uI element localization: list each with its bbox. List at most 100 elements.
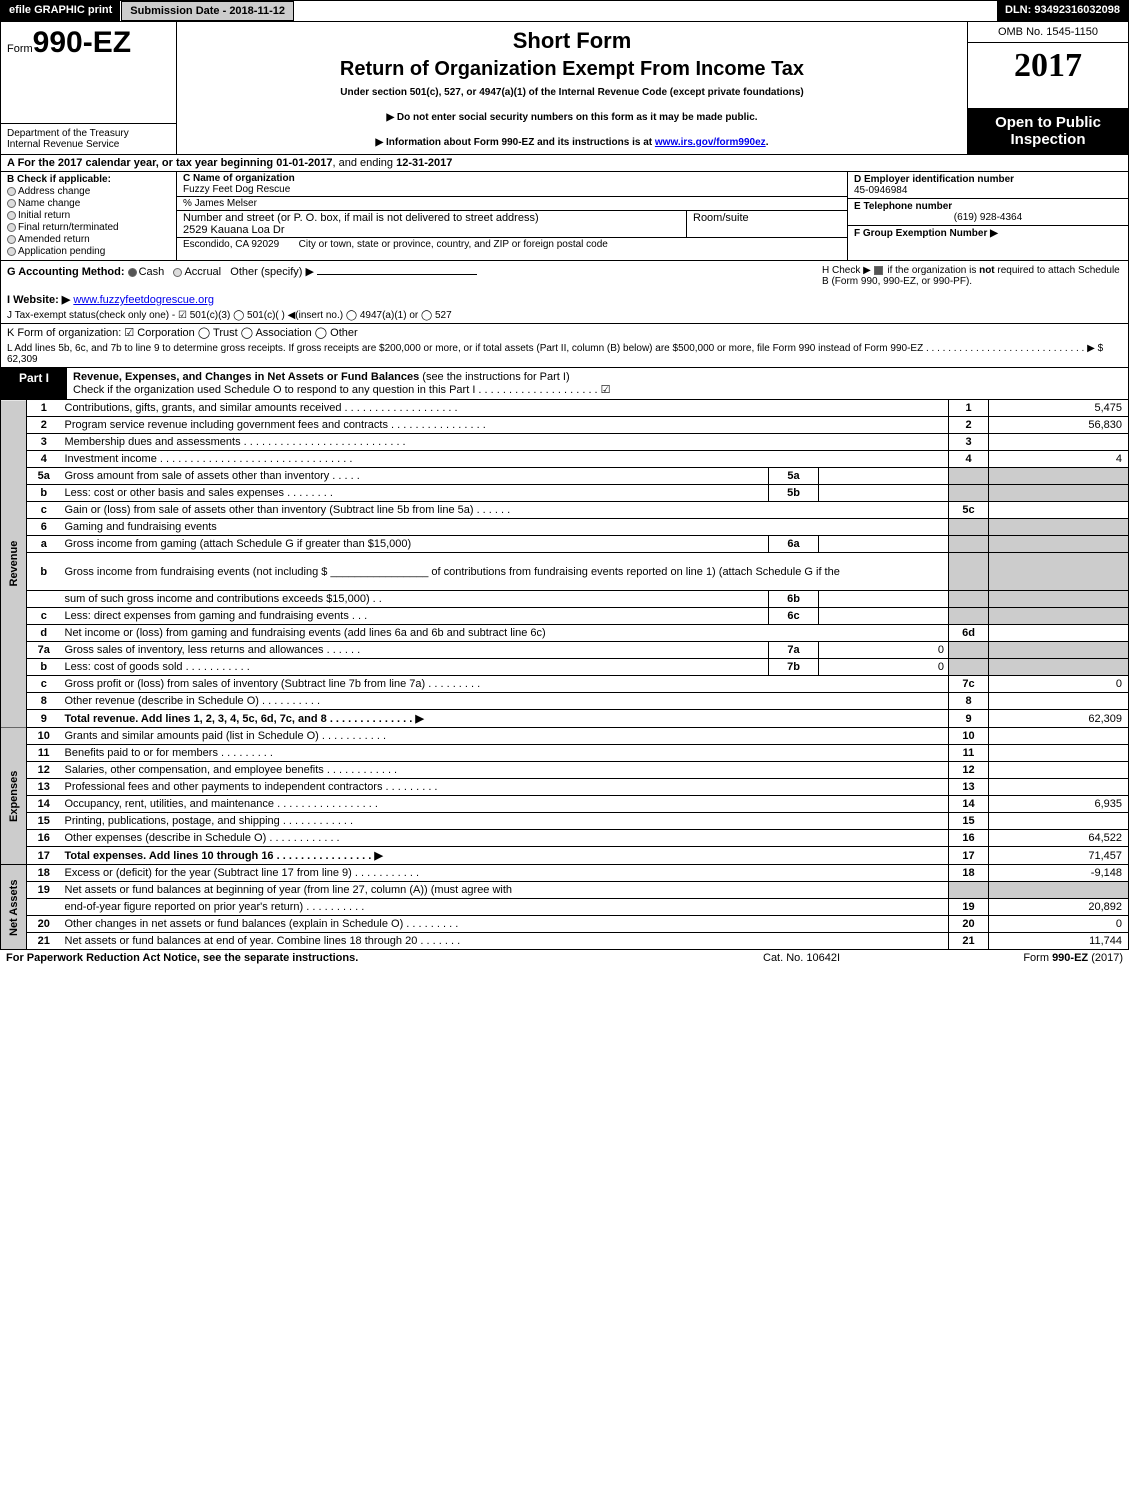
table-row: Revenue1Contributions, gifts, grants, an… (1, 400, 1129, 417)
dept-irs: Internal Revenue Service (7, 139, 170, 150)
line-number: c (27, 608, 61, 625)
box-value: 4 (989, 451, 1129, 468)
chk-label: Final return/terminated (18, 222, 119, 233)
note-info: ▶ Information about Form 990-EZ and its … (187, 137, 957, 148)
sec-a-begin: 01-01-2017 (276, 157, 332, 169)
page-footer: For Paperwork Reduction Act Notice, see … (0, 950, 1129, 966)
street-label: Number and street (or P. O. box, if mail… (183, 212, 539, 224)
mid-line-number: 5b (769, 485, 819, 502)
table-row: 5aGross amount from sale of assets other… (1, 468, 1129, 485)
box-number: 13 (949, 779, 989, 796)
table-row: 19Net assets or fund balances at beginni… (1, 882, 1129, 899)
header-center: Short Form Return of Organization Exempt… (177, 22, 968, 154)
h-not: not (979, 265, 995, 276)
chk-label: Address change (18, 186, 90, 197)
section-j-tax-status: J Tax-exempt status(check only one) - ☑ … (0, 308, 1129, 324)
box-value: 62,309 (989, 710, 1129, 728)
line-number: 8 (27, 693, 61, 710)
box-number: 19 (949, 899, 989, 916)
line-description: Less: cost or other basis and sales expe… (61, 485, 769, 502)
ein-label: D Employer identification number (854, 174, 1014, 185)
line-description: Less: cost of goods sold . . . . . . . .… (61, 659, 769, 676)
mid-line-number: 6c (769, 608, 819, 625)
box-number: 10 (949, 728, 989, 745)
form-header: Form990-EZ Department of the Treasury In… (0, 22, 1129, 155)
section-def: D Employer identification number 45-0946… (848, 172, 1128, 260)
irs-link[interactable]: www.irs.gov/form990ez (655, 137, 766, 148)
line-number: b (27, 485, 61, 502)
box-number: 18 (949, 865, 989, 882)
box-value-grey (989, 608, 1129, 625)
radio-cash[interactable] (128, 268, 137, 277)
box-value (989, 519, 1129, 536)
radio-accrual[interactable] (173, 268, 182, 277)
website-link[interactable]: www.fuzzyfeetdogrescue.org (73, 294, 214, 306)
city-label: City or town, state or province, country… (299, 239, 608, 250)
line-number: b (27, 659, 61, 676)
table-row: 20Other changes in net assets or fund ba… (1, 916, 1129, 933)
part-1-inst: (see the instructions for Part I) (422, 371, 569, 383)
table-row: 11Benefits paid to or for members . . . … (1, 745, 1129, 762)
chk-initial-return[interactable]: Initial return (7, 210, 170, 221)
box-value (989, 693, 1129, 710)
side-label-rev: Revenue (1, 400, 27, 728)
box-value-grey (989, 591, 1129, 608)
org-name: Fuzzy Feet Dog Rescue (183, 184, 290, 195)
line-description: Gross amount from sale of assets other t… (61, 468, 769, 485)
org-name-label: C Name of organization (183, 173, 295, 184)
line-number: c (27, 676, 61, 693)
line-description: Other expenses (describe in Schedule O) … (61, 830, 949, 847)
efile-print-button[interactable]: efile GRAPHIC print (1, 1, 121, 21)
box-number-grey (949, 608, 989, 625)
part-1-header: Part I Revenue, Expenses, and Changes in… (0, 368, 1129, 400)
city-cell: Escondido, CA 92029 City or town, state … (177, 238, 847, 251)
box-number: 7c (949, 676, 989, 693)
line-description: Net assets or fund balances at beginning… (61, 882, 949, 899)
header-left: Form990-EZ Department of the Treasury In… (1, 22, 177, 154)
part-1-check: Check if the organization used Schedule … (73, 384, 611, 396)
subtitle: Under section 501(c), 527, or 4947(a)(1)… (187, 87, 957, 98)
box-number: 11 (949, 745, 989, 762)
line-number: a (27, 536, 61, 553)
section-b: B Check if applicable: Address change Na… (1, 172, 177, 260)
box-number-grey (949, 659, 989, 676)
line-description: Occupancy, rent, utilities, and maintena… (61, 796, 949, 813)
spacer (294, 1, 997, 21)
line-number: c (27, 502, 61, 519)
sec-a-mid: , and ending (332, 157, 396, 169)
box-value (989, 779, 1129, 796)
line-description: Grants and similar amounts paid (list in… (61, 728, 949, 745)
table-row: 6Gaming and fundraising events (1, 519, 1129, 536)
line-description: Gross income from fundraising events (no… (61, 553, 949, 591)
chk-name-change[interactable]: Name change (7, 198, 170, 209)
chk-schedule-b[interactable] (874, 266, 883, 275)
chk-application-pending[interactable]: Application pending (7, 246, 170, 257)
g-label: G Accounting Method: (7, 266, 128, 278)
mid-value: 0 (819, 659, 949, 676)
table-row: sum of such gross income and contributio… (1, 591, 1129, 608)
chk-amended-return[interactable]: Amended return (7, 234, 170, 245)
line-number (27, 899, 61, 916)
chk-label: Initial return (18, 210, 70, 221)
footer-form-ref: Form 990-EZ (2017) (963, 952, 1123, 964)
mid-value: 0 (819, 642, 949, 659)
line-description: Gross sales of inventory, less returns a… (61, 642, 769, 659)
chk-address-change[interactable]: Address change (7, 186, 170, 197)
chk-final-return[interactable]: Final return/terminated (7, 222, 170, 233)
other-specify-input[interactable] (317, 274, 477, 275)
accounting-method: G Accounting Method: Cash Accrual Other … (7, 265, 822, 287)
title-main: Return of Organization Exempt From Incom… (187, 58, 957, 81)
line-description: Salaries, other compensation, and employ… (61, 762, 949, 779)
box-value (989, 728, 1129, 745)
line-number: 16 (27, 830, 61, 847)
line-description: Investment income . . . . . . . . . . . … (61, 451, 949, 468)
section-k-org-form: K Form of organization: ☑ Corporation ◯ … (0, 324, 1129, 341)
box-value: 11,744 (989, 933, 1129, 950)
box-value: 6,935 (989, 796, 1129, 813)
line-number: d (27, 625, 61, 642)
box-number: 1 (949, 400, 989, 417)
box-value-grey (989, 468, 1129, 485)
header-right: OMB No. 1545-1150 2017 Open to Public In… (968, 22, 1128, 154)
box-number: 9 (949, 710, 989, 728)
part-1-label: Part I (1, 368, 67, 399)
